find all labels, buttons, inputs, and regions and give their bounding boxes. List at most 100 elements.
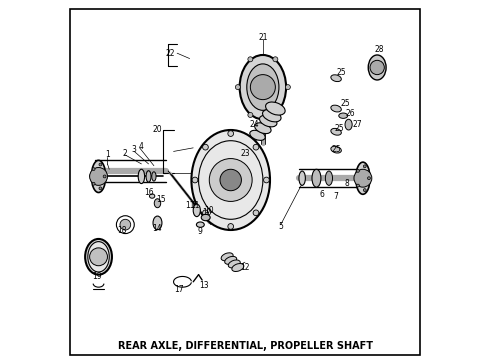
Circle shape	[202, 144, 208, 150]
Ellipse shape	[331, 129, 342, 135]
Ellipse shape	[331, 75, 342, 82]
Ellipse shape	[138, 169, 145, 184]
Ellipse shape	[152, 172, 156, 181]
Circle shape	[220, 169, 242, 191]
Circle shape	[253, 144, 259, 150]
Text: 26: 26	[345, 109, 355, 118]
Text: 12: 12	[240, 263, 250, 272]
Ellipse shape	[331, 105, 342, 112]
Text: 10: 10	[204, 206, 214, 215]
Text: 28: 28	[374, 45, 384, 54]
Circle shape	[235, 85, 241, 90]
Circle shape	[99, 163, 102, 166]
Circle shape	[228, 131, 234, 136]
Ellipse shape	[193, 204, 200, 217]
Text: 16: 16	[144, 188, 153, 197]
Circle shape	[368, 177, 370, 180]
Ellipse shape	[92, 160, 106, 193]
Text: 23: 23	[240, 149, 250, 158]
Text: 17: 17	[174, 285, 184, 294]
Circle shape	[248, 57, 253, 62]
Text: 25: 25	[340, 99, 350, 108]
Text: 14: 14	[153, 224, 162, 233]
Text: 20: 20	[153, 126, 162, 135]
Text: 2: 2	[123, 149, 128, 158]
Ellipse shape	[228, 260, 240, 268]
Ellipse shape	[240, 55, 286, 119]
Circle shape	[354, 169, 372, 187]
Text: 21: 21	[258, 33, 268, 42]
Text: 3: 3	[132, 145, 137, 154]
Ellipse shape	[201, 214, 210, 221]
Ellipse shape	[250, 130, 265, 140]
Circle shape	[90, 167, 107, 185]
Ellipse shape	[356, 162, 370, 194]
Ellipse shape	[146, 171, 151, 182]
Circle shape	[99, 187, 102, 190]
Text: 9: 9	[198, 227, 203, 236]
Circle shape	[250, 75, 275, 100]
Circle shape	[202, 210, 208, 216]
Text: 4: 4	[139, 141, 144, 150]
Circle shape	[253, 210, 259, 216]
Circle shape	[363, 189, 366, 192]
Text: 18: 18	[117, 225, 126, 234]
Circle shape	[209, 158, 252, 202]
Ellipse shape	[339, 113, 348, 118]
Ellipse shape	[312, 169, 321, 187]
Text: 25: 25	[331, 145, 341, 154]
Ellipse shape	[247, 64, 279, 111]
Text: 15: 15	[156, 195, 166, 204]
Circle shape	[357, 170, 359, 172]
Text: 6: 6	[319, 190, 324, 199]
Circle shape	[370, 60, 384, 75]
Ellipse shape	[325, 171, 333, 185]
Ellipse shape	[263, 109, 281, 122]
Ellipse shape	[221, 253, 233, 261]
Text: 7: 7	[334, 192, 339, 201]
Circle shape	[192, 177, 198, 183]
Circle shape	[363, 165, 366, 168]
Ellipse shape	[149, 194, 155, 198]
Text: 11: 11	[190, 201, 200, 210]
Text: 22: 22	[165, 49, 175, 58]
Ellipse shape	[85, 239, 112, 275]
Text: 1: 1	[105, 150, 110, 159]
Circle shape	[285, 85, 291, 90]
Ellipse shape	[88, 242, 109, 272]
Text: 10: 10	[203, 208, 212, 217]
Ellipse shape	[154, 199, 161, 208]
Circle shape	[248, 112, 253, 117]
Text: 25: 25	[337, 68, 346, 77]
Ellipse shape	[299, 171, 305, 185]
Ellipse shape	[232, 264, 244, 271]
Ellipse shape	[153, 216, 162, 230]
Ellipse shape	[345, 119, 352, 130]
Circle shape	[264, 177, 270, 183]
Ellipse shape	[368, 55, 386, 80]
Ellipse shape	[255, 123, 271, 134]
Text: 27: 27	[353, 120, 362, 129]
Circle shape	[273, 112, 278, 117]
Ellipse shape	[225, 256, 237, 264]
Ellipse shape	[331, 146, 342, 153]
Circle shape	[103, 175, 106, 178]
Text: 8: 8	[344, 179, 349, 188]
Text: 19: 19	[92, 272, 101, 281]
Circle shape	[92, 183, 95, 185]
Text: 11: 11	[185, 201, 195, 210]
Text: 24: 24	[249, 120, 259, 129]
Ellipse shape	[266, 102, 285, 115]
Ellipse shape	[192, 130, 270, 230]
Circle shape	[92, 168, 95, 171]
Circle shape	[120, 219, 131, 230]
Text: 25: 25	[335, 124, 344, 133]
Circle shape	[228, 224, 234, 229]
Circle shape	[273, 57, 278, 62]
Text: 5: 5	[278, 222, 283, 231]
Ellipse shape	[196, 222, 204, 227]
Circle shape	[357, 184, 359, 187]
Ellipse shape	[260, 115, 277, 127]
Text: REAR AXLE, DIFFERENTIAL, PROPELLER SHAFT: REAR AXLE, DIFFERENTIAL, PROPELLER SHAFT	[118, 342, 372, 351]
Circle shape	[90, 248, 107, 266]
